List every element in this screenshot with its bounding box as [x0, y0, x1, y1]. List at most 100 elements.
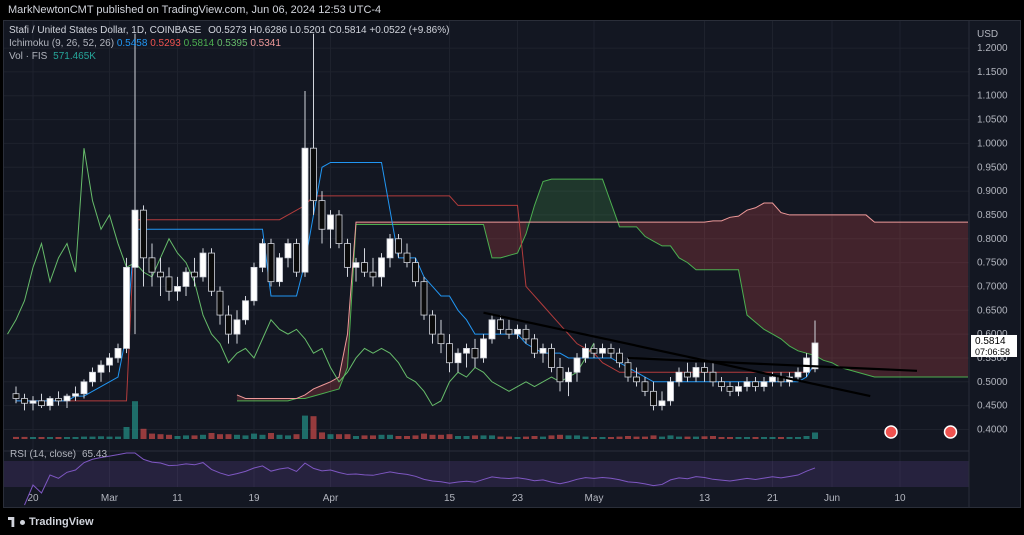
candle[interactable] — [123, 266, 130, 349]
candle[interactable] — [692, 367, 700, 378]
candle[interactable] — [709, 371, 717, 383]
support-trendline[interactable] — [627, 356, 918, 372]
tradingview-logo[interactable]: TradingView — [8, 516, 94, 528]
candle[interactable] — [225, 314, 232, 335]
candle[interactable] — [72, 393, 79, 397]
candle[interactable] — [658, 400, 666, 407]
price-chart[interactable]: 20Mar1119Apr1523May1321Jun1018RSI (14, c… — [4, 21, 1020, 507]
candle[interactable] — [429, 314, 436, 335]
candle[interactable] — [454, 352, 462, 364]
candle[interactable] — [267, 243, 275, 283]
candle[interactable] — [548, 348, 555, 368]
candle[interactable] — [242, 300, 249, 321]
candle[interactable] — [63, 395, 71, 402]
candle[interactable] — [114, 348, 122, 359]
candle[interactable] — [497, 319, 504, 330]
candle[interactable] — [471, 348, 479, 359]
candle[interactable] — [437, 333, 445, 345]
candle[interactable] — [284, 243, 292, 259]
candle[interactable] — [352, 262, 360, 268]
candle[interactable] — [539, 348, 547, 354]
candle[interactable] — [633, 376, 640, 383]
descending-trendline[interactable] — [483, 311, 871, 398]
candle[interactable] — [106, 357, 113, 366]
candle[interactable] — [386, 238, 394, 259]
candle[interactable] — [624, 362, 632, 378]
candle[interactable] — [573, 357, 581, 373]
candle[interactable] — [514, 328, 521, 335]
event-flag-icon[interactable] — [884, 425, 898, 439]
price-axis[interactable] — [969, 21, 1020, 507]
symbol-row[interactable]: Stafi / United States Dollar, 1D, COINBA… — [9, 24, 449, 37]
chart-area[interactable]: 20Mar1119Apr1523May1321Jun1018RSI (14, c… — [3, 20, 1021, 508]
candle[interactable] — [208, 252, 215, 292]
candle[interactable] — [752, 381, 759, 387]
candle[interactable] — [463, 348, 470, 354]
candle[interactable] — [378, 257, 385, 278]
candle[interactable] — [531, 338, 538, 354]
candle[interactable] — [46, 398, 54, 407]
candle[interactable] — [599, 348, 606, 354]
candle[interactable] — [565, 371, 572, 383]
candle[interactable] — [446, 343, 453, 364]
candle[interactable] — [191, 271, 198, 278]
candle[interactable] — [259, 243, 266, 268]
candle[interactable] — [794, 371, 802, 378]
candle[interactable] — [140, 209, 147, 259]
candle[interactable] — [157, 271, 164, 278]
candle[interactable] — [769, 376, 776, 383]
candle[interactable] — [743, 381, 751, 387]
candle[interactable] — [701, 367, 708, 373]
candle[interactable] — [250, 266, 258, 302]
candle[interactable] — [165, 276, 173, 292]
candle[interactable] — [641, 381, 649, 392]
candle[interactable] — [684, 371, 691, 378]
candle[interactable] — [301, 147, 309, 273]
candle[interactable] — [488, 319, 496, 340]
candle[interactable] — [650, 390, 657, 407]
candle[interactable] — [735, 386, 742, 392]
candle[interactable] — [811, 342, 819, 370]
candle[interactable] — [675, 371, 683, 383]
candle[interactable] — [726, 386, 734, 392]
candle[interactable] — [361, 262, 368, 273]
candle[interactable] — [216, 290, 224, 316]
candle[interactable] — [38, 400, 45, 407]
candle[interactable] — [318, 200, 326, 230]
candle[interactable] — [760, 381, 768, 387]
candle[interactable] — [582, 348, 589, 359]
candle[interactable] — [327, 214, 334, 230]
candle[interactable] — [55, 398, 62, 402]
candle[interactable] — [556, 367, 564, 383]
candle[interactable] — [199, 252, 207, 278]
candle[interactable] — [412, 262, 419, 283]
candle[interactable] — [97, 364, 105, 373]
candle[interactable] — [233, 319, 241, 335]
ichimoku-row[interactable]: Ichimoku (9, 26, 52, 26) 0.5458 0.5293 0… — [9, 37, 449, 50]
candle[interactable] — [276, 257, 283, 283]
event-flag-icon[interactable] — [943, 425, 958, 439]
candle[interactable] — [590, 348, 598, 354]
candle[interactable] — [344, 243, 351, 268]
candle[interactable] — [667, 381, 674, 402]
candle[interactable] — [335, 214, 343, 244]
candle[interactable] — [607, 348, 615, 354]
candle[interactable] — [420, 281, 428, 316]
candle[interactable] — [29, 400, 37, 404]
candle[interactable] — [148, 257, 156, 273]
candle[interactable] — [505, 328, 513, 335]
candle[interactable] — [310, 147, 317, 202]
volume-row[interactable]: Vol · FIS 571.465K — [9, 50, 449, 63]
candle[interactable] — [174, 286, 181, 292]
candle[interactable] — [12, 393, 20, 399]
candle[interactable] — [395, 238, 402, 254]
candle[interactable] — [616, 352, 623, 364]
candle[interactable] — [131, 209, 139, 268]
candle[interactable] — [89, 371, 96, 383]
candle[interactable] — [718, 381, 725, 387]
candle[interactable] — [369, 271, 377, 278]
candle[interactable] — [293, 243, 300, 273]
candle[interactable] — [403, 252, 411, 264]
candle[interactable] — [80, 381, 88, 395]
candle[interactable] — [21, 398, 28, 404]
